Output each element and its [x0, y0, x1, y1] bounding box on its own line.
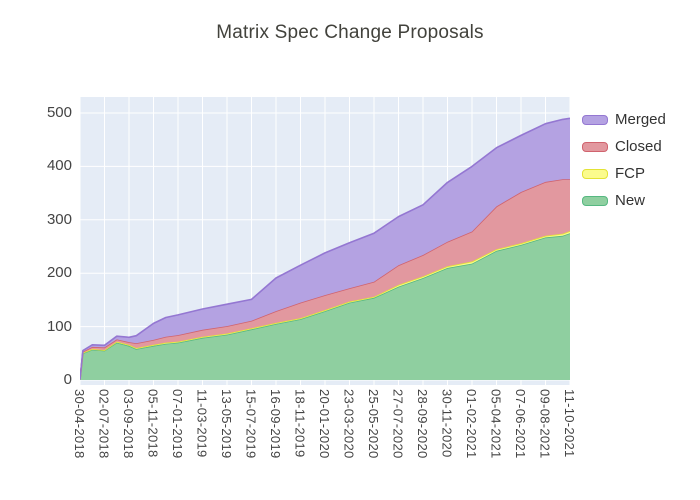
area-new[interactable]	[80, 233, 570, 380]
x-tick-label: 20-01-2020	[317, 389, 332, 459]
x-tick-label: 05-11-2018	[145, 389, 161, 458]
legend-item-closed[interactable]: Closed	[582, 133, 666, 160]
x-tick-label: 30-11-2020	[439, 389, 455, 458]
legend-label: Closed	[615, 138, 662, 155]
x-tick-label: 16-09-2019	[268, 389, 283, 459]
x-tick-label: 13-05-2019	[219, 389, 234, 459]
legend-item-new[interactable]: New	[582, 187, 666, 214]
x-tick-label: 01-02-2021	[464, 389, 479, 459]
x-tick-label: 03-09-2018	[121, 389, 136, 459]
x-tick-label: 07-01-2019	[170, 389, 185, 459]
legend-label: Merged	[615, 111, 666, 128]
legend-swatch-merged	[582, 114, 608, 125]
x-tick-label: 30-04-2018	[72, 389, 87, 459]
legend-label: New	[615, 192, 646, 209]
y-tick-label: 300	[46, 210, 72, 228]
legend-swatch-closed	[582, 141, 608, 152]
x-tick-label: 11-03-2019	[194, 389, 210, 458]
y-tick-label: 500	[46, 104, 72, 121]
x-tick-label: 25-05-2020	[366, 389, 381, 459]
y-tick-label: 400	[46, 157, 72, 175]
x-tick-label: 11-10-2021	[562, 389, 577, 458]
y-tick-label: 200	[46, 264, 72, 282]
x-tick-label: 15-07-2019	[243, 389, 259, 459]
area-merged[interactable]	[80, 118, 570, 380]
legend: Merged Closed FCP New	[582, 106, 666, 214]
legend-item-fcp[interactable]: FCP	[582, 160, 666, 187]
plot-area[interactable]	[80, 97, 570, 385]
chart-title: Matrix Spec Change Proposals	[216, 22, 484, 43]
legend-swatch-new	[582, 195, 608, 206]
x-tick-label: 05-04-2021	[488, 389, 504, 459]
x-tick-label: 27-07-2020	[390, 389, 406, 459]
x-tick-label: 02-07-2018	[96, 389, 112, 459]
legend-swatch-fcp	[582, 168, 608, 179]
x-tick-label: 23-03-2020	[341, 389, 357, 459]
y-tick-label: 100	[46, 317, 72, 335]
legend-item-merged[interactable]: Merged	[582, 106, 666, 133]
area-closed[interactable]	[80, 179, 570, 380]
legend-label: FCP	[615, 165, 645, 182]
x-tick-label: 18-11-2019	[292, 389, 308, 458]
x-tick-label: 28-09-2020	[415, 389, 430, 459]
y-tick-label: 0	[63, 371, 72, 388]
x-tick-label: 09-08-2021	[537, 389, 553, 459]
stacked-area-plot[interactable]	[80, 97, 570, 385]
x-tick-label: 07-06-2021	[513, 389, 528, 459]
line-merged	[80, 117, 570, 380]
